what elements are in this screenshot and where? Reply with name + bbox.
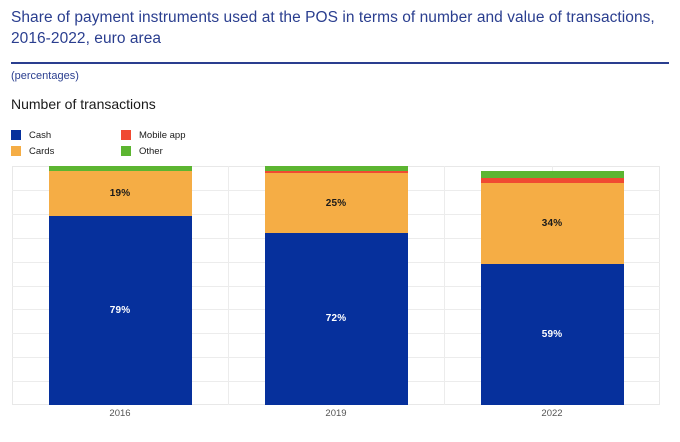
- bar-segment-cards[interactable]: 19%: [48, 170, 192, 217]
- bar-segment-cash[interactable]: 59%: [480, 264, 624, 405]
- bar-segment-cards[interactable]: 25%: [264, 173, 408, 233]
- bar-column-2016[interactable]: 79% 19%: [48, 166, 192, 405]
- panel-title: Number of transactions: [11, 96, 156, 112]
- bar-segment-value-label: 25%: [325, 197, 347, 209]
- bar-segment-value-label: 72%: [325, 313, 347, 325]
- legend-item-cash: Cash: [11, 128, 121, 142]
- gridline-vertical: [228, 166, 229, 405]
- bar-column-2022[interactable]: 59% 34%: [480, 166, 624, 405]
- bar-segment-other[interactable]: [264, 166, 408, 171]
- chart-legend: Cash Mobile app Cards Other: [11, 128, 271, 158]
- bar-segment-mobile-app[interactable]: [480, 177, 624, 183]
- legend-swatch-icon: [121, 146, 131, 156]
- title-divider: [11, 62, 669, 64]
- bar-segment-value-label: 59%: [541, 329, 563, 340]
- bar-group: 79% 19% 72% 25% 59% 34%: [12, 166, 660, 405]
- gridline-vertical: [444, 166, 445, 405]
- bar-segment-cash[interactable]: 72%: [264, 232, 408, 405]
- bar-segment-other[interactable]: [48, 166, 192, 171]
- plot-area: 79% 19% 72% 25% 59% 34%: [12, 166, 660, 405]
- legend-label: Cards: [29, 145, 55, 157]
- legend-swatch-icon: [121, 130, 131, 140]
- bar-column-2019[interactable]: 72% 25%: [264, 166, 408, 405]
- page-title: Share of payment instruments used at the…: [11, 9, 655, 47]
- bar-segment-other[interactable]: [480, 170, 624, 178]
- legend-label: Other: [139, 145, 163, 157]
- legend-item-other: Other: [121, 144, 251, 158]
- bar-segment-mobile-app[interactable]: [264, 170, 408, 174]
- legend-item-mobile-app: Mobile app: [121, 128, 251, 142]
- legend-label: Cash: [29, 129, 52, 141]
- x-tick-label: 2016: [109, 408, 131, 419]
- legend-swatch-icon: [11, 130, 21, 140]
- bar-segment-value-label: 19%: [109, 188, 131, 199]
- x-tick-label: 2022: [541, 408, 563, 419]
- bar-segment-cash[interactable]: 79%: [48, 216, 192, 405]
- bar-segment-value-label: 79%: [109, 305, 131, 317]
- bar-segment-cards[interactable]: 34%: [480, 182, 624, 264]
- x-axis: 2016 2019 2022: [12, 408, 660, 428]
- legend-swatch-icon: [11, 146, 21, 156]
- legend-label: Mobile app: [139, 129, 186, 141]
- x-tick-label: 2019: [325, 408, 347, 419]
- legend-item-cards: Cards: [11, 144, 121, 158]
- units-subtitle: (percentages): [11, 70, 79, 82]
- bar-segment-value-label: 34%: [541, 217, 563, 229]
